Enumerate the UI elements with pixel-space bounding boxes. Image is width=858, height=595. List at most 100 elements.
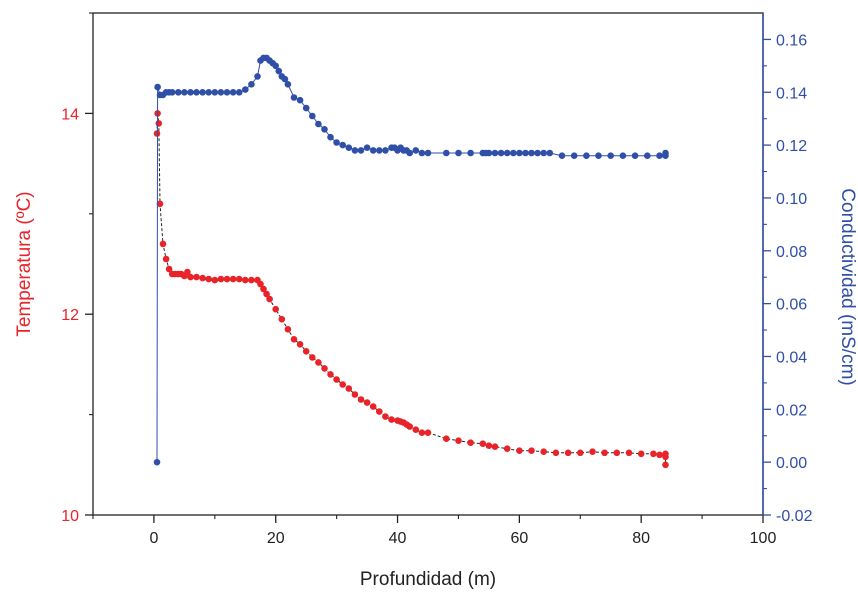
y-right-tick-label: 0.14 bbox=[776, 85, 807, 102]
conductivity-point bbox=[309, 112, 316, 120]
temperature-point bbox=[284, 326, 292, 333]
conductivity-point bbox=[345, 144, 353, 151]
temperature-point bbox=[382, 413, 389, 420]
conductivity-point bbox=[406, 149, 414, 157]
temperature-point bbox=[601, 449, 608, 457]
temperature-point bbox=[211, 276, 219, 284]
temperature-point bbox=[315, 359, 322, 366]
temperature-point bbox=[625, 449, 633, 457]
conductivity-point bbox=[510, 149, 517, 157]
temperature-point bbox=[613, 449, 621, 457]
conductivity-point bbox=[497, 149, 505, 157]
temperature-point bbox=[467, 439, 474, 447]
temperature-point bbox=[516, 447, 523, 455]
temperature-point bbox=[333, 376, 340, 383]
conductivity-point bbox=[315, 120, 322, 128]
temperature-point bbox=[455, 437, 462, 445]
temperature-point bbox=[528, 447, 535, 455]
x-axis-label: Profundidad (m) bbox=[360, 569, 496, 590]
y-right-tick-label: 0.04 bbox=[776, 349, 807, 366]
conductivity-point bbox=[199, 89, 206, 96]
temperature-point bbox=[345, 385, 353, 392]
conductivity-point bbox=[424, 149, 432, 157]
temperature-point bbox=[485, 442, 493, 450]
conductivity-point bbox=[522, 149, 529, 157]
conductivity-point bbox=[290, 94, 298, 101]
temperature-point bbox=[155, 120, 163, 127]
temperature-point bbox=[564, 449, 572, 457]
conductivity-point bbox=[619, 152, 627, 159]
conductivity-point bbox=[351, 147, 359, 154]
y-right-tick-label: 0.00 bbox=[776, 455, 807, 472]
x-tick-label: 100 bbox=[750, 530, 777, 547]
y-right-tick-label: 0.02 bbox=[776, 402, 807, 419]
temperature-point bbox=[589, 448, 596, 456]
conductivity-point bbox=[570, 152, 578, 159]
y-right-tick-label: 0.10 bbox=[776, 191, 807, 208]
temperature-point bbox=[577, 449, 584, 457]
conductivity-point bbox=[534, 149, 541, 157]
conductivity-point bbox=[644, 152, 651, 159]
conductivity-point bbox=[154, 83, 161, 91]
temperature-point bbox=[321, 365, 328, 372]
conductivity-point bbox=[595, 152, 602, 159]
y-right-tick-label: 0.12 bbox=[776, 138, 807, 155]
temperature-point bbox=[662, 461, 669, 469]
temperature-series-line bbox=[156, 113, 666, 465]
conductivity-point bbox=[235, 89, 243, 96]
temperature-point bbox=[656, 451, 663, 459]
conductivity-point bbox=[229, 89, 237, 96]
conductivity-point bbox=[205, 89, 212, 96]
temperature-point bbox=[193, 273, 200, 281]
temperature-point bbox=[424, 429, 432, 437]
conductivity-point bbox=[382, 147, 389, 154]
conductivity-point bbox=[193, 89, 200, 96]
temperature-point bbox=[388, 416, 395, 423]
conductivity-point bbox=[217, 89, 225, 96]
conductivity-point bbox=[491, 149, 499, 157]
temperature-point bbox=[272, 305, 280, 313]
conductivity-point bbox=[275, 67, 283, 75]
conductivity-point bbox=[418, 149, 426, 157]
temperature-point bbox=[159, 240, 167, 248]
x-tick-label: 80 bbox=[632, 530, 650, 547]
conductivity-point bbox=[168, 89, 176, 96]
conductivity-point bbox=[242, 86, 249, 93]
conductivity-point bbox=[339, 141, 347, 149]
temperature-point bbox=[552, 449, 560, 457]
conductivity-point bbox=[540, 149, 547, 157]
conductivity-point bbox=[607, 152, 614, 159]
conductivity-point bbox=[153, 458, 161, 466]
conductivity-point bbox=[327, 133, 334, 141]
conductivity-point bbox=[284, 81, 292, 88]
x-axis: 0 20 40 60 80 100 bbox=[92, 515, 777, 547]
temperature-point bbox=[491, 443, 499, 451]
temperature-point bbox=[257, 280, 264, 288]
conductivity-point bbox=[223, 89, 231, 96]
temperature-point bbox=[302, 348, 310, 355]
temperature-point bbox=[248, 276, 255, 284]
conductivity-point bbox=[503, 149, 511, 157]
conductivity-point bbox=[516, 149, 523, 157]
series-layer bbox=[153, 54, 669, 469]
temperature-point bbox=[309, 354, 316, 361]
x-tick-label: 0 bbox=[149, 530, 158, 547]
temperature-point bbox=[479, 440, 487, 448]
conductivity-point bbox=[369, 147, 377, 154]
conductivity-point bbox=[583, 152, 590, 159]
conductivity-point bbox=[558, 152, 566, 159]
temperature-point bbox=[165, 265, 173, 273]
conductivity-point bbox=[662, 149, 669, 157]
temperature-point bbox=[376, 408, 383, 415]
temperature-point bbox=[406, 423, 414, 430]
conductivity-point bbox=[175, 89, 182, 96]
y-right-tick-label: -0.02 bbox=[776, 508, 813, 525]
conductivity-series-line bbox=[156, 57, 666, 463]
conductivity-point bbox=[187, 89, 194, 96]
temperature-point bbox=[242, 276, 249, 284]
temperature-point bbox=[357, 396, 365, 403]
y-right-axis-label: Conductividad (mS/cm) bbox=[837, 188, 858, 385]
conductivity-point bbox=[357, 147, 365, 154]
y-right-tick-label: 0.08 bbox=[776, 244, 807, 261]
